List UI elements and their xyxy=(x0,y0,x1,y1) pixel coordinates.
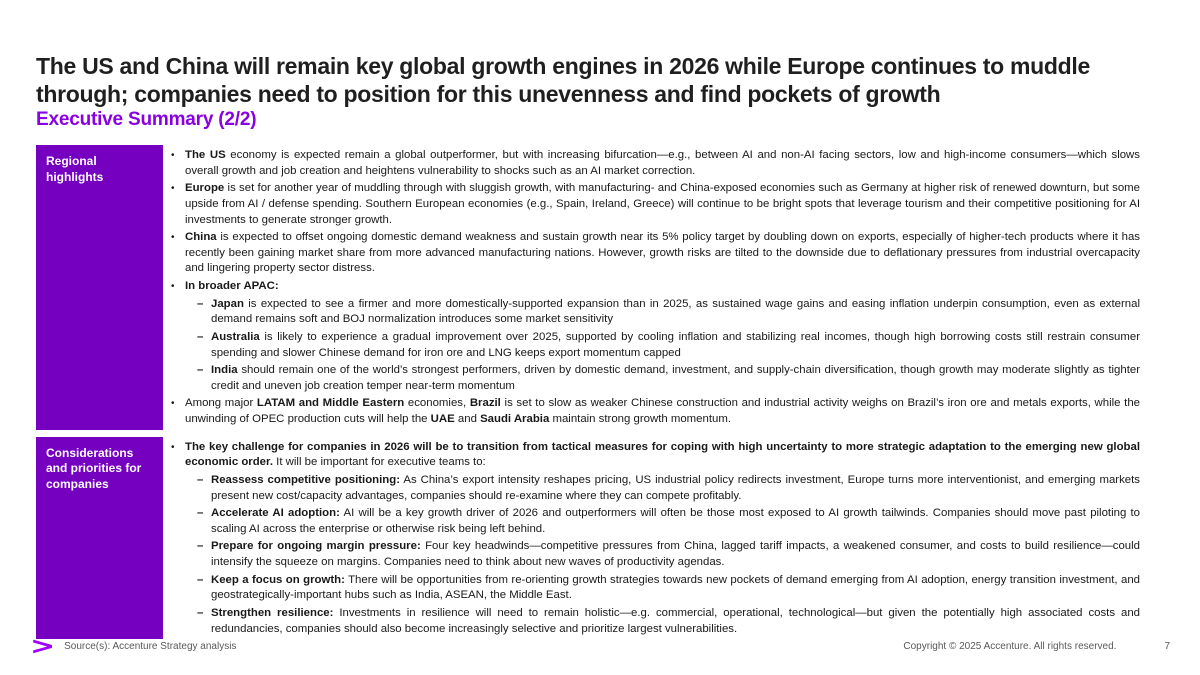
bullet-item: – Prepare for ongoing margin pressure: Fo… xyxy=(197,539,1140,570)
slide-title: The US and China will remain key global … xyxy=(36,53,1090,108)
bullet-marker: – xyxy=(197,573,204,586)
bullet-text: Australia is likely to experience a grad… xyxy=(211,330,1140,359)
content-sections: Regional highlights • The US economy is ex… xyxy=(36,145,1140,640)
bullet-marker: • xyxy=(171,183,175,195)
bullet-item: • The key challenge for companies in 2026… xyxy=(171,440,1140,471)
bullet-item: – Keep a focus on growth: There will be o… xyxy=(197,573,1140,604)
bullet-marker: – xyxy=(197,297,204,310)
bullet-item: – India should remain one of the world’s … xyxy=(197,363,1140,394)
bullet-text: In broader APAC: xyxy=(185,280,279,292)
bullet-marker: – xyxy=(197,540,204,553)
section-label: Considerations and priorities for compan… xyxy=(36,436,163,640)
bullet-text: The key challenge for companies in 2026 … xyxy=(185,440,1140,469)
section-label: Regional highlights xyxy=(36,145,163,430)
footer-copyright: Copyright © 2025 Accenture. All rights r… xyxy=(903,640,1117,652)
footer-source: Source(s): Accenture Strategy analysis xyxy=(64,640,237,652)
bullet-text: Japan is expected to see a firmer and mo… xyxy=(211,297,1140,326)
section-row: Considerations and priorities for compan… xyxy=(36,436,1140,640)
bullet-item: – Reassess competitive positioning: As Ch… xyxy=(197,473,1140,504)
bullet-marker: – xyxy=(197,473,204,486)
bullet-item: – Australia is likely to experience a gra… xyxy=(197,330,1140,361)
bullet-item: • China is expected to offset ongoing dom… xyxy=(171,230,1140,277)
bullet-text: Reassess competitive positioning: As Chi… xyxy=(211,473,1140,502)
bullet-text: The US economy is expected remain a glob… xyxy=(185,149,1140,177)
bullet-text: Europe is set for another year of muddli… xyxy=(185,182,1140,226)
section-row: Regional highlights • The US economy is ex… xyxy=(36,145,1140,430)
bullet-item: – Accelerate AI adoption: AI will be a ke… xyxy=(197,506,1140,537)
footer: > Source(s): Accenture Strategy analysis… xyxy=(30,632,1170,660)
section-bullets: • The US economy is expected remain a glo… xyxy=(163,145,1140,430)
bullet-text: Accelerate AI adoption: AI will be a key… xyxy=(211,507,1140,535)
bullet-text: Keep a focus on growth: There will be op… xyxy=(211,573,1141,602)
bullet-marker: – xyxy=(197,330,204,343)
accenture-greater-than-icon: > xyxy=(30,632,56,660)
bullet-marker: • xyxy=(171,398,175,410)
slide-subtitle: Executive Summary (2/2) xyxy=(36,109,257,130)
bullet-marker: – xyxy=(197,364,204,377)
bullet-item: • Among major LATAM and Middle Eastern ec… xyxy=(171,396,1140,427)
bullet-item: • Europe is set for another year of muddl… xyxy=(171,181,1140,228)
bullet-text: Among major LATAM and Middle Eastern eco… xyxy=(185,397,1140,425)
footer-page-number: 7 xyxy=(1164,640,1170,652)
bullet-item: • In broader APAC: xyxy=(171,279,1140,295)
bullet-marker: – xyxy=(197,507,204,520)
bullet-item: – Strengthen resilience: Investments in r… xyxy=(197,606,1140,637)
bullet-text: India should remain one of the world’s s… xyxy=(211,364,1140,392)
bullet-text: China is expected to offset ongoing dome… xyxy=(185,231,1140,275)
bullet-text: Strengthen resilience: Investments in re… xyxy=(211,606,1140,635)
bullet-marker: • xyxy=(171,232,175,244)
bullet-marker: • xyxy=(171,281,175,292)
bullet-marker: – xyxy=(197,606,204,619)
bullet-text: Prepare for ongoing margin pressure: Fou… xyxy=(211,540,1140,568)
section-bullets: • The key challenge for companies in 2026… xyxy=(163,437,1140,640)
bullet-item: • The US economy is expected remain a glo… xyxy=(171,148,1140,179)
bullet-item: – Japan is expected to see a firmer and m… xyxy=(197,297,1140,328)
bullet-marker: • xyxy=(171,150,175,161)
bullet-marker: • xyxy=(171,441,175,453)
